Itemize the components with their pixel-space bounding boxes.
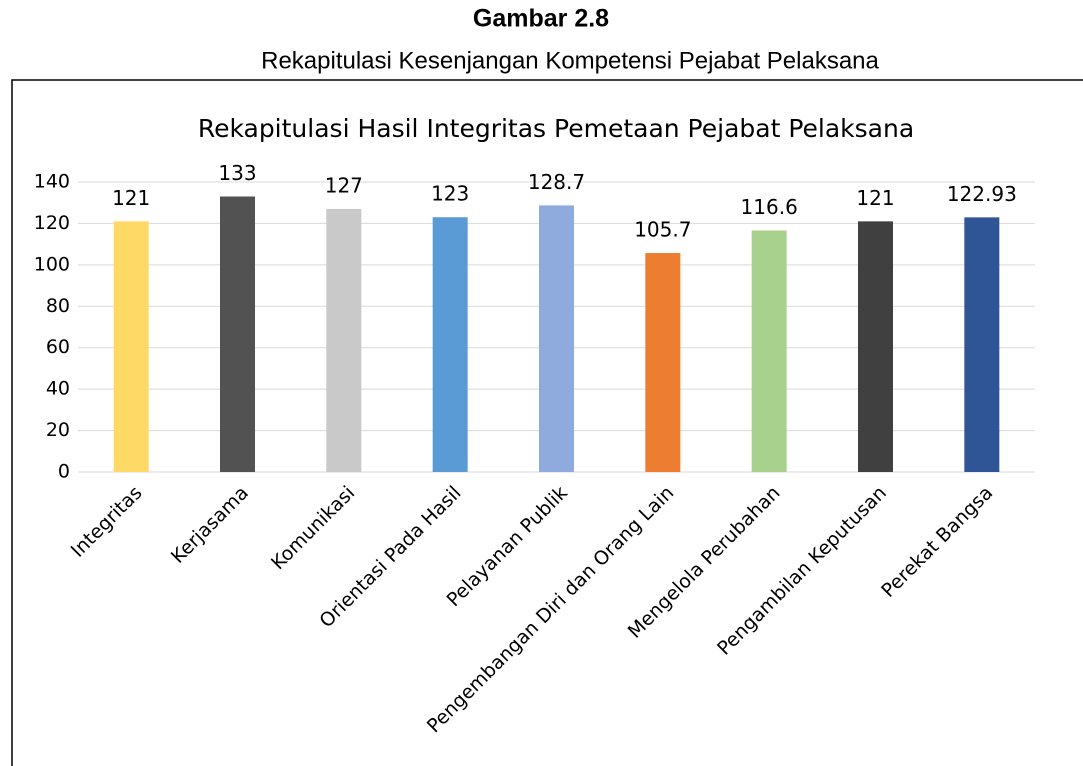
y-tick-label: 120: [34, 212, 70, 234]
heading: Gambar 2.8: [473, 5, 609, 33]
bar: [326, 208, 362, 472]
caption: Rekapitulasi Kesenjangan Kompetensi Peja…: [261, 47, 879, 74]
bar: [539, 205, 574, 472]
bar: [964, 217, 1000, 472]
value-label: 122.93: [947, 182, 1017, 206]
bar: [220, 196, 255, 472]
value-label: 116.6: [741, 195, 798, 219]
bar: [858, 221, 893, 472]
value-label: 123: [431, 182, 469, 206]
y-tick-label: 20: [46, 419, 70, 441]
y-tick-label: 80: [46, 295, 70, 317]
value-label: 127: [325, 173, 363, 197]
value-label: 133: [218, 161, 256, 185]
x-tick-label: Komunikasi: [267, 482, 359, 574]
x-tick-label: Integritas: [67, 482, 147, 562]
y-tick-label: 100: [34, 253, 70, 275]
value-label: 121: [112, 186, 150, 210]
y-tick-label: 60: [46, 336, 70, 358]
chart-frame: [11, 79, 1083, 766]
value-label: 105.7: [634, 218, 691, 242]
value-label: 128.7: [528, 170, 585, 194]
y-tick-label: 40: [46, 378, 70, 400]
x-tick-label: Kerjasama: [167, 482, 253, 568]
bar: [751, 230, 787, 472]
y-tick-label: 140: [34, 171, 70, 193]
x-tick-label: Perekat Bangsa: [877, 482, 997, 602]
y-tick-label: 0: [58, 461, 70, 483]
bar: [432, 217, 468, 472]
value-label: 121: [856, 186, 894, 210]
chart-title: Rekapitulasi Hasil Integritas Pemetaan P…: [198, 114, 914, 143]
x-tick-label: Pengambilan Keputusan: [713, 482, 891, 660]
bar: [645, 253, 681, 472]
bar: [113, 221, 149, 472]
